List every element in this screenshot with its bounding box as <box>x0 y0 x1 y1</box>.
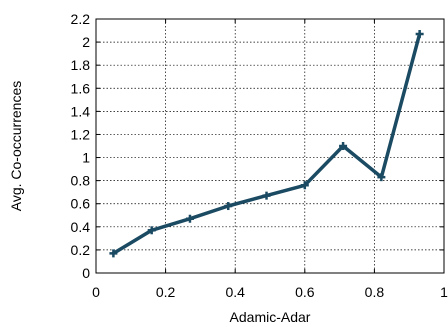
grid-lines <box>96 19 444 273</box>
y-tick-label: 0.6 <box>71 196 91 212</box>
x-tick-label: 0.6 <box>295 284 315 300</box>
y-tick-label: 1 <box>82 150 90 166</box>
y-tick-label: 0.4 <box>71 219 91 235</box>
data-point-marker <box>109 249 118 258</box>
y-axis-label: Avg. Co-occurrences <box>8 81 24 211</box>
data-point-marker <box>339 142 348 150</box>
data-point-marker <box>185 214 194 223</box>
y-tick-label: 0 <box>82 265 90 281</box>
data-point-marker <box>300 181 309 190</box>
x-tick-label: 1 <box>440 284 448 300</box>
data-point-marker <box>147 226 156 235</box>
series-layer <box>109 30 424 258</box>
y-tick-label: 0.2 <box>71 242 91 258</box>
y-tick-label: 2 <box>82 34 90 50</box>
y-tick-label: 1.8 <box>71 57 91 73</box>
data-point-marker <box>224 202 233 211</box>
y-tick-label: 1.6 <box>71 80 91 96</box>
axis-ticks: 0 0.2 0.4 0.6 0.8 1 0 0.2 0.4 0.6 0.8 1 1.2 1.4 1.6 1.8… <box>71 11 448 300</box>
y-tick-label: 0.8 <box>71 173 91 189</box>
x-axis-label: Adamic-Adar <box>230 309 311 325</box>
series-line <box>111 32 422 256</box>
x-tick-label: 0 <box>92 284 100 300</box>
x-tick-label: 0.4 <box>225 284 245 300</box>
y-tick-label: 1.2 <box>71 126 91 142</box>
data-point-marker <box>377 173 386 182</box>
data-point-marker <box>262 191 271 200</box>
data-point-marker <box>415 30 424 39</box>
y-tick-label: 1.4 <box>71 103 91 119</box>
y-tick-label: 2.2 <box>71 11 91 27</box>
x-tick-label: 0.8 <box>365 284 385 300</box>
x-tick-label: 0.2 <box>156 284 176 300</box>
plot-frame <box>95 18 445 274</box>
